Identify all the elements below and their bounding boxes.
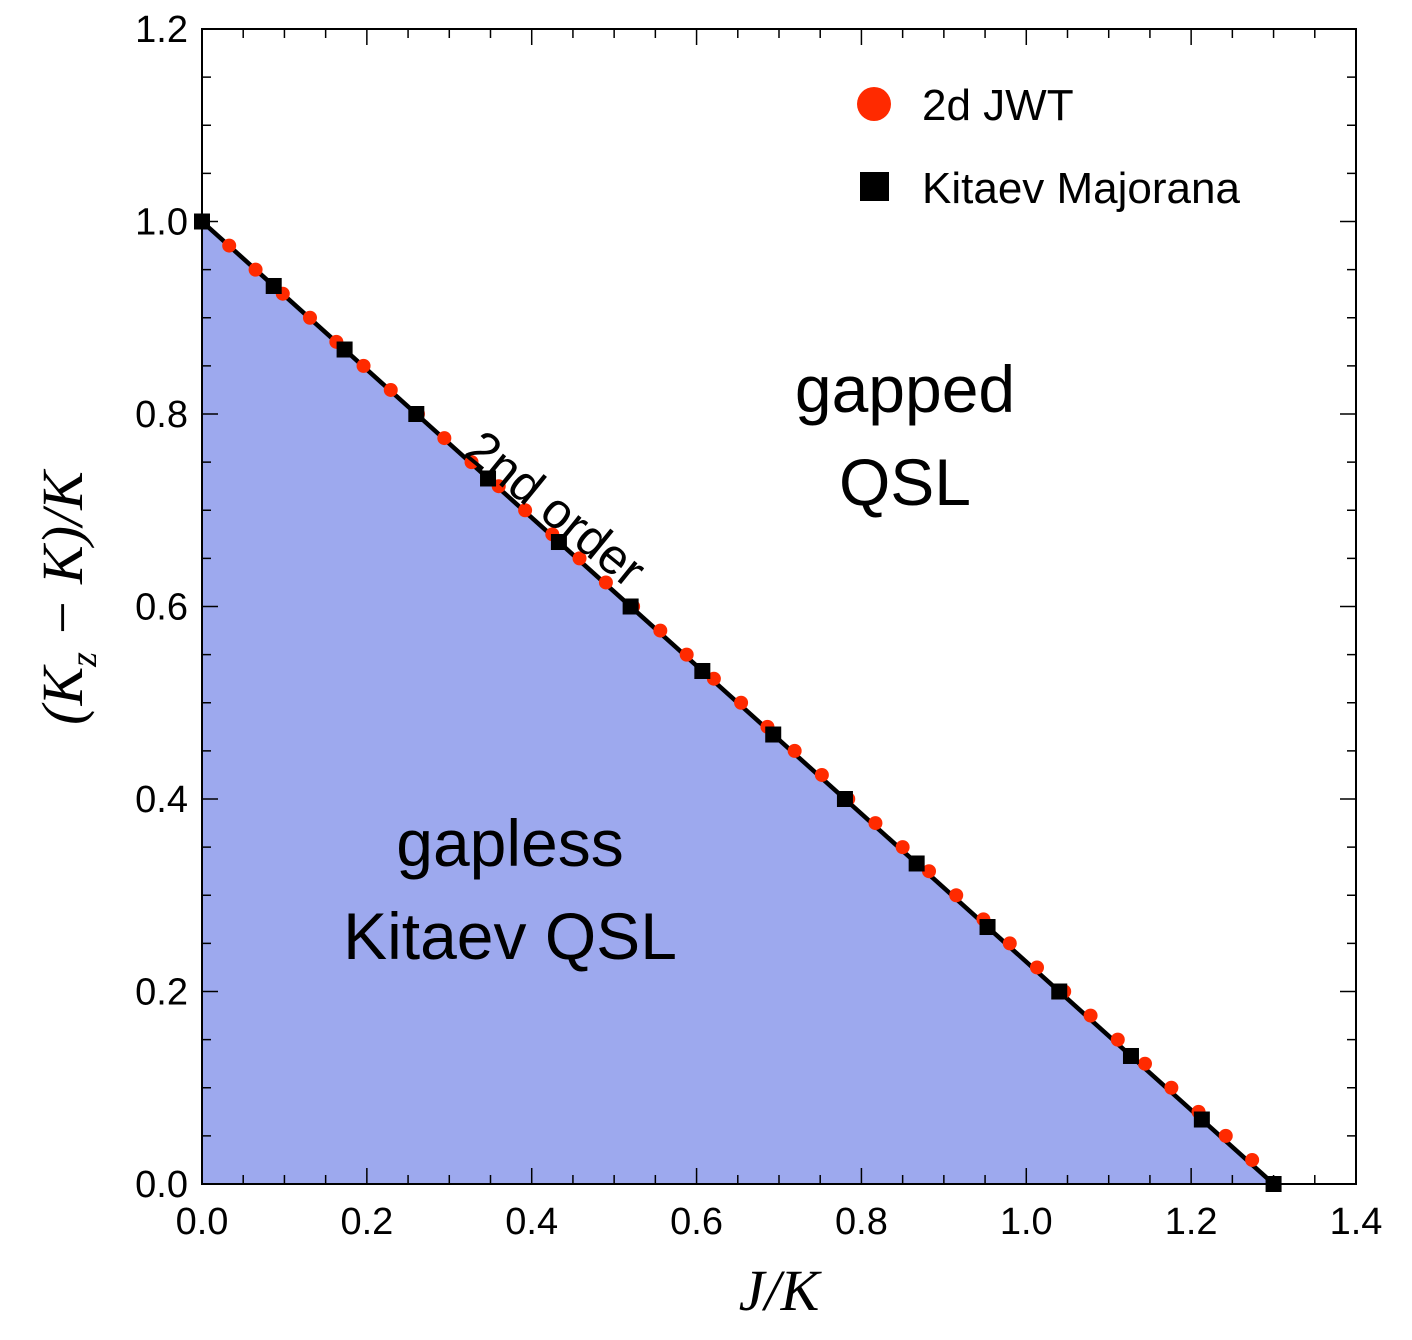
legend-kitaev-marker <box>860 172 889 201</box>
jwt-point <box>868 816 882 830</box>
x-tick-label: 1.0 <box>1000 1201 1053 1243</box>
kitaev-point <box>980 919 996 935</box>
jwt-point <box>437 431 451 445</box>
x-tick-label: 0.6 <box>670 1201 723 1243</box>
jwt-point <box>1003 936 1017 950</box>
jwt-point <box>303 311 317 325</box>
legend-kitaev-label: Kitaev Majorana <box>922 164 1240 213</box>
x-tick-label: 0.0 <box>176 1201 229 1243</box>
jwt-point <box>653 624 667 638</box>
jwt-point <box>734 696 748 710</box>
jwt-point <box>1138 1057 1152 1071</box>
y-tick-label: 1.2 <box>135 9 188 51</box>
x-tick-label: 0.2 <box>340 1201 393 1243</box>
jwt-point <box>949 888 963 902</box>
kitaev-point <box>623 599 639 615</box>
phase-diagram-chart: 0.0 0.2 0.4 0.6 0.8 1.0 1.2 1.4 0.0 0.2 0.4 0.6 0.8… <box>0 0 1412 1340</box>
legend: 2d JWT Kitaev Majorana <box>857 81 1240 213</box>
kitaev-point <box>266 278 282 294</box>
kitaev-point <box>1051 984 1067 1000</box>
kitaev-point <box>337 342 353 358</box>
x-tick-label: 1.2 <box>1165 1201 1218 1243</box>
x-tick-labels: 0.0 0.2 0.4 0.6 0.8 1.0 1.2 1.4 <box>176 1201 1383 1243</box>
gapless-label-line1: gapless <box>396 806 624 880</box>
gapless-label-line2: Kitaev QSL <box>343 899 677 973</box>
kitaev-point <box>765 727 781 743</box>
kitaev-point <box>837 791 853 807</box>
jwt-point <box>680 648 694 662</box>
kitaev-point <box>909 855 925 871</box>
legend-jwt-label: 2d JWT <box>922 81 1074 130</box>
jwt-point <box>357 359 371 373</box>
jwt-point <box>1164 1081 1178 1095</box>
jwt-point <box>249 263 263 277</box>
y-axis-label-suffix: − K)/K <box>30 468 95 652</box>
legend-jwt-marker <box>857 87 891 121</box>
jwt-point <box>1111 1033 1125 1047</box>
jwt-point <box>896 840 910 854</box>
jwt-point <box>384 383 398 397</box>
jwt-point <box>1219 1129 1233 1143</box>
y-axis-label-prefix: (K <box>30 664 95 725</box>
y-axis-label: (Kz − K)/K <box>30 468 105 725</box>
x-tick-label: 0.8 <box>835 1201 888 1243</box>
y-axis-label-subscript: z <box>63 652 105 668</box>
x-tick-label: 0.4 <box>505 1201 558 1243</box>
kitaev-point <box>408 406 424 422</box>
x-tick-label: 1.4 <box>1330 1201 1383 1243</box>
jwt-point <box>815 768 829 782</box>
y-tick-label: 0.8 <box>135 394 188 436</box>
y-tick-label: 0.0 <box>135 1164 188 1206</box>
y-tick-label: 0.2 <box>135 972 188 1014</box>
gapped-label-line2: QSL <box>839 445 971 519</box>
y-tick-label: 0.4 <box>135 779 188 821</box>
kitaev-point <box>694 663 710 679</box>
kitaev-point <box>1194 1112 1210 1128</box>
x-axis-label: J/K <box>739 1258 823 1323</box>
y-tick-label: 1.0 <box>135 202 188 244</box>
jwt-point <box>222 239 236 253</box>
gapped-label-line1: gapped <box>795 352 1015 426</box>
y-tick-labels: 0.0 0.2 0.4 0.6 0.8 1.0 1.2 <box>135 9 188 1206</box>
jwt-point <box>1030 960 1044 974</box>
jwt-point <box>1245 1153 1259 1167</box>
jwt-point <box>788 744 802 758</box>
jwt-point <box>1084 1009 1098 1023</box>
y-tick-label: 0.6 <box>135 587 188 629</box>
kitaev-point <box>1123 1048 1139 1064</box>
